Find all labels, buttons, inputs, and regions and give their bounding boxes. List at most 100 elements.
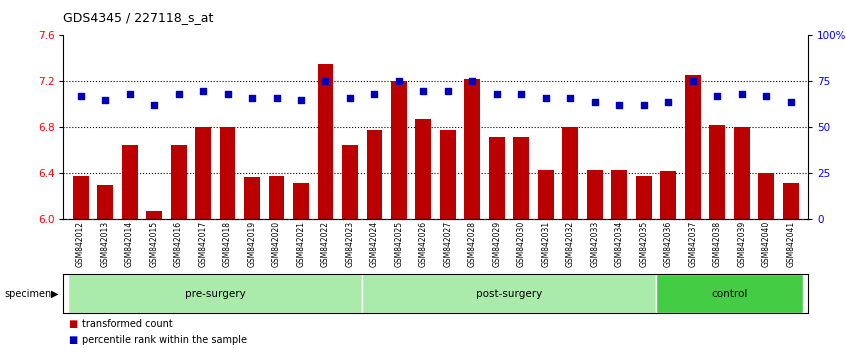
Text: GSM842016: GSM842016 xyxy=(174,221,183,267)
Text: GSM842041: GSM842041 xyxy=(786,221,795,267)
Text: GSM842029: GSM842029 xyxy=(492,221,502,267)
Point xyxy=(662,99,675,104)
Bar xyxy=(268,176,284,219)
Text: GSM842031: GSM842031 xyxy=(541,221,551,267)
Point xyxy=(123,91,136,97)
Text: GSM842012: GSM842012 xyxy=(76,221,85,267)
Bar xyxy=(464,79,481,219)
Text: GSM842039: GSM842039 xyxy=(738,221,746,267)
Text: GSM842038: GSM842038 xyxy=(713,221,722,267)
Text: GSM842018: GSM842018 xyxy=(223,221,232,267)
Point xyxy=(294,97,308,103)
Bar xyxy=(636,176,651,219)
Point xyxy=(760,93,773,99)
Bar xyxy=(514,137,530,219)
Bar xyxy=(489,137,505,219)
Bar xyxy=(758,173,774,219)
Point xyxy=(319,79,332,84)
Bar xyxy=(563,127,579,219)
Text: GSM842028: GSM842028 xyxy=(468,221,477,267)
Bar xyxy=(440,130,456,219)
Point xyxy=(637,103,651,108)
Point xyxy=(613,103,626,108)
Text: ■: ■ xyxy=(68,319,77,329)
Point xyxy=(417,88,431,93)
Text: pre-surgery: pre-surgery xyxy=(185,289,245,299)
Text: GSM842015: GSM842015 xyxy=(150,221,158,267)
Point xyxy=(245,95,259,101)
Point xyxy=(563,95,577,101)
Bar xyxy=(587,170,603,219)
Text: GSM842021: GSM842021 xyxy=(296,221,305,267)
Point xyxy=(74,93,87,99)
Point xyxy=(441,88,454,93)
Text: GSM842032: GSM842032 xyxy=(566,221,575,267)
Point xyxy=(196,88,210,93)
Bar xyxy=(538,170,554,219)
Bar xyxy=(415,119,431,219)
Bar xyxy=(122,145,138,219)
Point xyxy=(465,79,479,84)
Point xyxy=(588,99,602,104)
Text: GSM842022: GSM842022 xyxy=(321,221,330,267)
Bar xyxy=(73,176,89,219)
Point xyxy=(711,93,724,99)
Text: transformed count: transformed count xyxy=(82,319,173,329)
Text: GSM842030: GSM842030 xyxy=(517,221,526,267)
Bar xyxy=(97,185,113,219)
Text: GSM842024: GSM842024 xyxy=(370,221,379,267)
Text: percentile rank within the sample: percentile rank within the sample xyxy=(82,335,247,345)
Point xyxy=(343,95,357,101)
Text: GSM842023: GSM842023 xyxy=(345,221,354,267)
Text: GSM842037: GSM842037 xyxy=(689,221,697,267)
Bar xyxy=(362,274,656,313)
Bar xyxy=(146,211,162,219)
Text: GSM842033: GSM842033 xyxy=(591,221,599,267)
Bar xyxy=(709,125,725,219)
Point xyxy=(270,95,283,101)
Bar xyxy=(656,274,803,313)
Bar xyxy=(171,145,186,219)
Text: GDS4345 / 227118_s_at: GDS4345 / 227118_s_at xyxy=(63,11,214,24)
Point xyxy=(784,99,798,104)
Bar xyxy=(366,130,382,219)
Bar xyxy=(733,127,750,219)
Point xyxy=(393,79,406,84)
Bar xyxy=(293,183,309,219)
Point xyxy=(368,91,382,97)
Bar xyxy=(783,183,799,219)
Bar xyxy=(391,81,407,219)
Point xyxy=(539,95,552,101)
Text: GSM842013: GSM842013 xyxy=(101,221,110,267)
Point xyxy=(221,91,234,97)
Bar xyxy=(342,145,358,219)
Bar xyxy=(317,64,333,219)
Point xyxy=(490,91,503,97)
Text: GSM842025: GSM842025 xyxy=(394,221,404,267)
Text: GSM842027: GSM842027 xyxy=(443,221,453,267)
Text: GSM842017: GSM842017 xyxy=(199,221,207,267)
Text: post-surgery: post-surgery xyxy=(476,289,542,299)
Bar xyxy=(195,127,211,219)
Point xyxy=(735,91,749,97)
Text: specimen: specimen xyxy=(4,289,52,299)
Text: GSM842020: GSM842020 xyxy=(272,221,281,267)
Bar xyxy=(220,127,235,219)
Text: GSM842035: GSM842035 xyxy=(640,221,648,267)
Bar xyxy=(244,177,260,219)
Bar xyxy=(685,75,700,219)
Bar xyxy=(69,274,362,313)
Text: control: control xyxy=(711,289,748,299)
Point xyxy=(172,91,185,97)
Text: GSM842040: GSM842040 xyxy=(761,221,771,267)
Text: GSM842036: GSM842036 xyxy=(664,221,673,267)
Point xyxy=(98,97,112,103)
Text: ▶: ▶ xyxy=(51,289,58,299)
Point xyxy=(514,91,528,97)
Text: GSM842014: GSM842014 xyxy=(125,221,134,267)
Point xyxy=(147,103,161,108)
Point xyxy=(686,79,700,84)
Bar xyxy=(661,171,676,219)
Text: GSM842034: GSM842034 xyxy=(615,221,624,267)
Bar xyxy=(612,170,628,219)
